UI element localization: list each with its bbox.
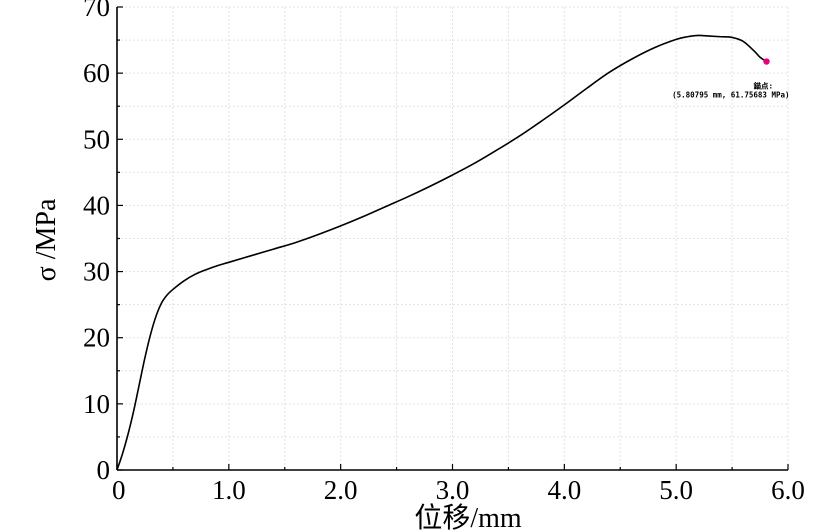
x-tick-label: 0 [112,475,126,505]
grid [117,6,789,470]
series [116,34,767,471]
series-line-0 [116,34,767,471]
x-tick-label: 2.0 [324,475,358,505]
y-tick-label: 0 [97,455,111,485]
y-axis-title: σ /MPa [31,198,62,281]
y-tick-label: 40 [83,190,110,220]
y-tick-label: 70 [83,0,110,22]
x-tick-label: 5.0 [659,475,693,505]
y-tick-label: 60 [83,58,110,88]
x-axis-title: 位移/mm [414,502,522,531]
y-tick-label: 10 [83,389,110,419]
y-tick-label: 20 [83,323,110,353]
x-tick-label: 6.0 [771,475,805,505]
x-tick-label: 3.0 [436,475,470,505]
y-tick-label: 50 [83,124,110,154]
annotation-text: (5.80795 mm, 61.75683 MPa) [672,91,789,100]
annotation: 錨点:(5.80795 mm, 61.75683 MPa) [672,58,790,100]
annotation-title: 錨点: [754,81,774,91]
x-tick-label: 1.0 [212,475,246,505]
annotation-point [763,58,770,65]
ticks: 0 1.0 2.0 3.0 4.0 5.0 6.0 0 10 20 30 40 50 60 70 [83,0,805,505]
y-tick-label: 30 [83,257,110,287]
x-tick-label: 4.0 [547,475,581,505]
